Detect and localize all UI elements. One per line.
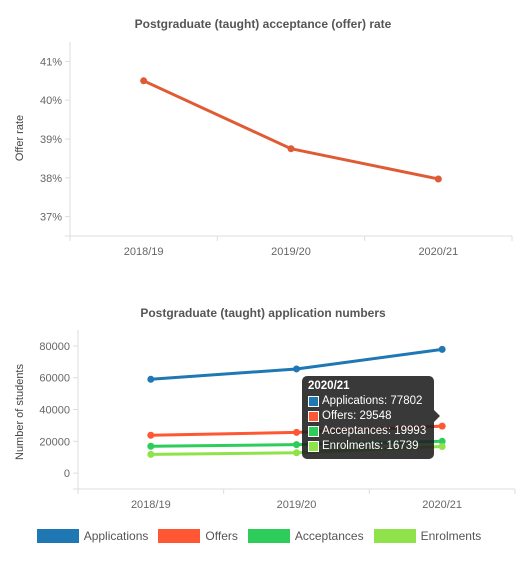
x-tick-label: 2020/21 xyxy=(418,246,458,258)
offer-rate-chart: Postgraduate (taught) acceptance (offer)… xyxy=(0,0,518,270)
offers-point xyxy=(293,428,300,436)
x-tick-label: 2019/20 xyxy=(277,499,317,511)
application-numbers-chart-title: Postgraduate (taught) application number… xyxy=(140,306,386,320)
y-tick-label: 37% xyxy=(40,212,62,224)
tooltip-title: 2020/21 xyxy=(308,380,350,392)
applications-point xyxy=(438,345,446,353)
legend-item-acceptances[interactable]: Acceptances xyxy=(247,529,364,543)
legend-swatch-offers xyxy=(158,529,201,543)
offer-rate-chart-svg: Postgraduate (taught) acceptance (offer)… xyxy=(14,17,513,258)
offer-rate-tick-labels: 37% 38% 39% 40% 41% 2018/19 2019/20 2020/21 xyxy=(40,56,458,258)
y-tick-label: 80000 xyxy=(39,341,70,353)
offer-rate-series xyxy=(140,77,442,183)
legend-swatch-acceptances xyxy=(247,529,290,543)
tooltip-swatch-enrolments xyxy=(308,441,319,452)
tooltip-swatch-acceptances xyxy=(308,426,319,437)
tooltip-row-enrolments: Enrolments: 16739 xyxy=(308,439,428,454)
legend-label-offers: Offers xyxy=(205,529,238,543)
y-tick-label: 0 xyxy=(64,468,70,480)
hover-tooltip: 2020/21 Applications: 77802 Offers: 2954… xyxy=(302,376,440,459)
legend-item-applications[interactable]: Applications xyxy=(36,529,149,543)
offer-rate-axes xyxy=(65,42,513,241)
offers-point xyxy=(438,422,446,430)
acceptances-point xyxy=(438,437,446,445)
y-tick-label: 40000 xyxy=(39,405,70,417)
applications-point xyxy=(293,365,300,373)
series-0-point xyxy=(287,145,295,153)
tooltip-swatch-offers xyxy=(308,411,319,422)
x-tick-label: 2020/21 xyxy=(422,499,462,511)
enrolments-point xyxy=(293,449,300,457)
application-numbers-chart: Postgraduate (taught) application number… xyxy=(0,296,518,520)
tooltip-label-offers: Offers: 29548 xyxy=(322,410,392,422)
series-0-point xyxy=(434,175,442,183)
enrolments-point xyxy=(438,442,446,450)
enrolments-point xyxy=(147,450,155,458)
acceptances-point xyxy=(147,442,155,450)
tooltip-row-offers: Offers: 29548 xyxy=(308,409,428,424)
chart-legend: Applications Offers Acceptances Enrolmen… xyxy=(0,522,518,550)
series-0-point xyxy=(140,77,148,85)
applications-point xyxy=(147,375,155,383)
legend-label-acceptances: Acceptances xyxy=(294,529,364,543)
series-0-line xyxy=(142,79,440,181)
application-numbers-tick-labels: 0 20000 40000 60000 80000 2018/19 2019/20 2020/… xyxy=(39,341,462,511)
tooltip-row-acceptances: Acceptances: 19993 xyxy=(308,424,428,439)
application-numbers-axes xyxy=(73,330,516,494)
y-tick-label: 41% xyxy=(40,56,62,68)
legend-label-applications: Applications xyxy=(83,529,149,543)
y-tick-label: 20000 xyxy=(39,436,70,448)
y-tick-label: 38% xyxy=(40,173,62,185)
applications-line xyxy=(149,347,444,381)
x-tick-label: 2018/19 xyxy=(131,499,171,511)
tooltip-row-applications: Applications: 77802 xyxy=(308,394,428,409)
legend-item-enrolments[interactable]: Enrolments xyxy=(373,529,482,543)
tooltip-label-applications: Applications: 77802 xyxy=(322,395,423,407)
legend-item-offers[interactable]: Offers xyxy=(158,529,238,543)
x-tick-label: 2018/19 xyxy=(124,246,164,258)
tooltip-label-enrolments: Enrolments: 16739 xyxy=(322,440,419,452)
y-tick-label: 60000 xyxy=(39,373,70,385)
offers-point xyxy=(147,431,155,439)
application-numbers-chart-svg: Postgraduate (taught) application number… xyxy=(14,306,516,511)
legend-swatch-enrolments xyxy=(373,529,416,543)
tooltip-swatch-applications xyxy=(308,396,319,407)
legend-label-enrolments: Enrolments xyxy=(420,529,482,543)
acceptances-point xyxy=(293,441,300,449)
legend-swatch-applications xyxy=(36,529,79,543)
offer-rate-chart-title: Postgraduate (taught) acceptance (offer)… xyxy=(135,17,392,31)
offer-rate-y-axis-title: Offer rate xyxy=(14,115,26,161)
y-tick-label: 39% xyxy=(40,134,62,146)
tooltip-label-acceptances: Acceptances: 19993 xyxy=(322,425,427,437)
application-numbers-y-axis-title: Number of students xyxy=(14,364,26,460)
x-tick-label: 2019/20 xyxy=(271,246,311,258)
y-tick-label: 40% xyxy=(40,95,62,107)
